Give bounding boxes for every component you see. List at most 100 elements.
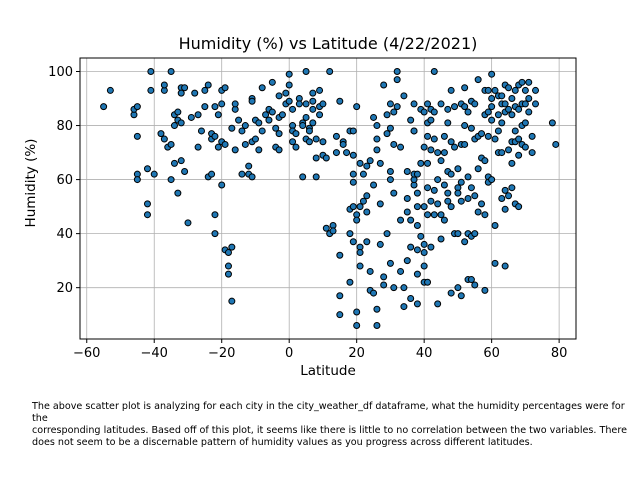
data-point [444, 105, 452, 113]
data-point [508, 184, 516, 192]
data-point [393, 103, 401, 111]
data-point [474, 76, 482, 84]
data-point [363, 208, 371, 216]
data-point [397, 267, 405, 275]
data-point [265, 116, 273, 124]
data-point [440, 181, 448, 189]
y-axis-label: Humidity (%) [23, 139, 39, 228]
data-point [258, 127, 266, 135]
data-point [521, 86, 529, 94]
data-point [390, 284, 398, 292]
data-point [407, 294, 415, 302]
data-point [501, 262, 509, 270]
data-point [275, 146, 283, 154]
data-point [174, 108, 182, 116]
data-point [133, 103, 141, 111]
data-point [383, 230, 391, 238]
data-point [214, 111, 222, 119]
data-point [474, 208, 482, 216]
data-point [498, 195, 506, 202]
data-point [100, 103, 108, 111]
data-point [464, 195, 472, 202]
data-point [386, 167, 394, 175]
data-point [447, 170, 455, 178]
data-point [380, 273, 388, 281]
data-point [430, 186, 438, 194]
data-point [160, 81, 168, 89]
y-tick-label: 20 [56, 281, 73, 296]
data-point [484, 86, 492, 94]
data-point [390, 108, 398, 116]
data-point [251, 135, 259, 143]
data-point [289, 138, 297, 146]
data-point [454, 165, 462, 173]
data-point [430, 135, 438, 143]
data-point [268, 78, 276, 86]
data-point [424, 211, 432, 219]
data-point [363, 162, 371, 170]
data-point [231, 146, 239, 154]
data-point [400, 303, 408, 311]
data-point [413, 203, 421, 211]
data-point [451, 103, 459, 111]
plot-frame [79, 57, 577, 340]
data-point [424, 159, 432, 167]
data-point [521, 100, 529, 108]
data-point [221, 84, 229, 92]
data-point [413, 222, 421, 230]
y-tick-label: 40 [56, 227, 73, 242]
data-point [525, 108, 533, 116]
x-tick-label: −60 [73, 346, 100, 361]
data-point [440, 132, 448, 140]
data-point [353, 321, 361, 329]
data-point [302, 100, 310, 108]
y-tick-label: 80 [56, 119, 73, 134]
data-point [461, 122, 469, 130]
data-point [515, 151, 523, 159]
data-point [143, 165, 151, 173]
data-point [457, 197, 465, 205]
data-point [376, 200, 384, 208]
data-point [505, 105, 513, 113]
data-point [488, 103, 496, 111]
data-point [410, 100, 418, 108]
data-point [383, 111, 391, 119]
data-point [444, 197, 452, 205]
data-point [221, 140, 229, 148]
data-point [302, 68, 310, 76]
data-point [299, 173, 307, 181]
data-point [322, 154, 330, 162]
data-point [417, 232, 425, 240]
data-point [400, 92, 408, 100]
data-point [434, 176, 442, 184]
data-point [403, 195, 411, 202]
data-point [373, 135, 381, 143]
data-point [407, 116, 415, 124]
data-point [390, 140, 398, 148]
data-point [167, 140, 175, 148]
data-point [268, 108, 276, 116]
data-point [147, 86, 155, 94]
data-point [413, 300, 421, 308]
data-point [528, 149, 536, 157]
data-point [498, 119, 506, 127]
data-point [491, 222, 499, 230]
data-point [397, 216, 405, 224]
data-point [403, 257, 411, 265]
data-point [467, 276, 475, 284]
data-point [444, 119, 452, 127]
data-point [218, 100, 226, 108]
data-point [525, 95, 533, 103]
data-point [160, 135, 168, 143]
data-point [437, 157, 445, 165]
data-point [501, 205, 509, 213]
data-point [430, 211, 438, 219]
data-point [181, 84, 189, 92]
data-point [147, 68, 155, 76]
data-point [390, 189, 398, 197]
data-point [302, 113, 310, 121]
data-point [332, 132, 340, 140]
data-point [285, 81, 293, 89]
data-point [498, 92, 506, 100]
data-point [143, 200, 151, 208]
